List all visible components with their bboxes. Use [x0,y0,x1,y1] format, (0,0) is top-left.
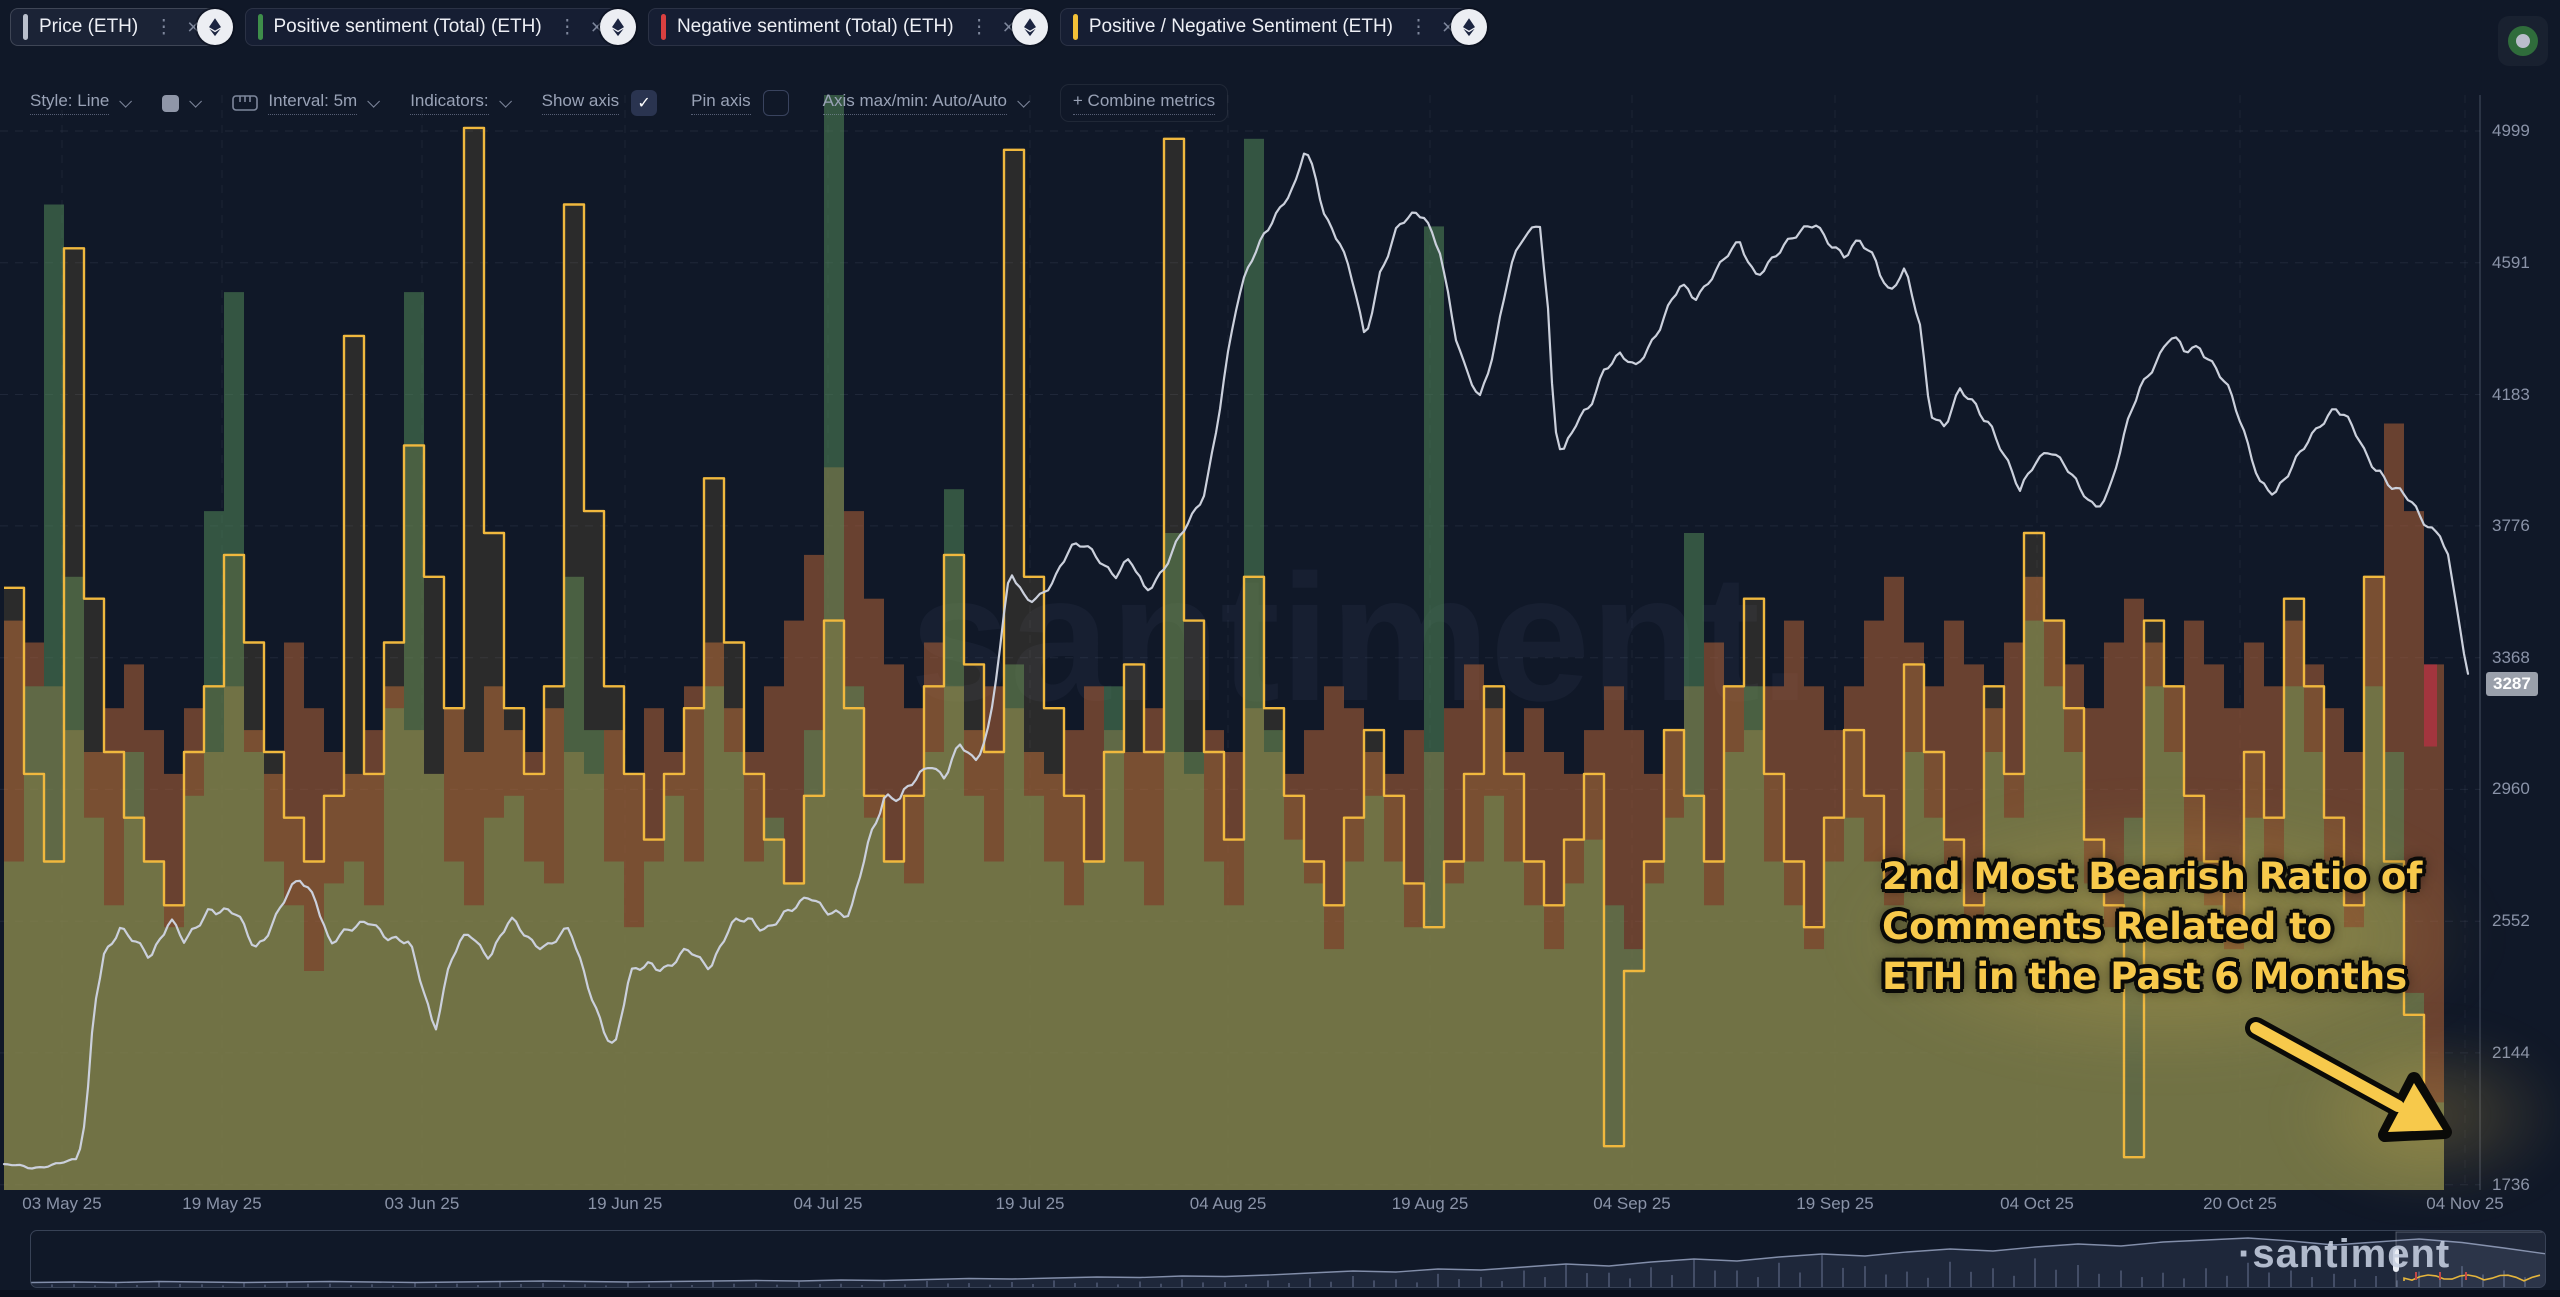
chart-toolbar: Style: Line Interval: 5m Indicators: Sho… [30,84,1262,122]
annotation-line-2: Comments Related to [1882,905,2333,948]
tab-accent-bar [257,14,263,40]
axis-maxmin-dropdown[interactable]: Axis max/min: Auto/Auto [822,91,1030,115]
x-axis-tick-label: 19 Sep 25 [1796,1194,1874,1213]
y-axis-tick-label: 3368 [2492,647,2530,667]
tab-label: Negative sentiment (Total) (ETH) [676,16,954,37]
ratio-step-area [4,127,2444,1190]
tab-label: Positive sentiment (Total) (ETH) [273,16,542,37]
y-axis-tick-label: 3776 [2492,515,2530,535]
x-axis-tick-label: 20 Oct 25 [2203,1194,2277,1213]
x-axis-tick-label: 04 Jul 25 [793,1194,863,1213]
x-axis-tick-label: 19 May 25 [182,1194,262,1213]
annotation-line-1: 2nd Most Bearish Ratio of [1882,855,2423,898]
indicators-dropdown[interactable]: Indicators: [410,91,512,115]
avatar-status-icon [2508,26,2538,56]
x-axis-tick-label: 19 Aug 25 [1391,1194,1469,1213]
close-icon[interactable]: × [590,15,603,39]
x-axis-tick-label: 19 Jul 25 [995,1194,1065,1213]
indicators-label: Indicators: [410,91,489,115]
interval-dropdown[interactable]: Interval: 5m [232,91,381,115]
x-axis-tick-label: 04 Nov 25 [2426,1194,2504,1213]
eth-badge-icon [196,9,233,45]
close-icon[interactable]: × [187,15,200,39]
latest-negative-bar-highlight [2424,664,2437,747]
metric-tab-bar: Price (ETH) ⋮ × Positive sentiment (Total) … [10,8,1499,46]
show-axis-control: Show axis ✓ [541,90,658,116]
combine-metrics-label: + Combine metrics [1072,91,1216,115]
scrubber-left-handle [2393,1248,2399,1272]
x-axis-tick-label: 03 Jun 25 [384,1194,460,1213]
x-axis-tick-label: 19 Jun 25 [587,1194,663,1213]
style-label: Style: Line [30,91,110,115]
pin-axis-label: Pin axis [691,91,751,115]
close-icon[interactable]: × [1442,15,1455,39]
y-axis-tick-label: 2552 [2492,911,2530,931]
x-axis-tick-label: 04 Aug 25 [1189,1194,1267,1213]
x-axis-tick-label: 04 Oct 25 [2000,1194,2074,1213]
tab-label: Positive / Negative Sentiment (ETH) [1088,16,1393,37]
axis-maxmin-label: Axis max/min: Auto/Auto [822,91,1007,115]
y-axis-tick-label: 4999 [2492,121,2530,140]
chevron-down-icon [119,94,133,108]
timeline-scrubber[interactable] [30,1230,2546,1288]
tab-accent-bar [23,14,28,40]
chevron-down-icon [367,94,381,108]
tab-accent-bar [660,14,666,40]
y-axis-tick-label: 4591 [2492,252,2530,272]
eth-badge-icon [599,9,636,45]
show-axis-label: Show axis [541,91,620,115]
kebab-menu-icon[interactable]: ⋮ [154,16,174,38]
y-axis-tick-label: 2960 [2492,779,2530,799]
account-status-button[interactable] [2498,16,2548,66]
x-axis-tick-label: 03 May 25 [22,1194,102,1213]
annotation-text: 2nd Most Bearish Ratio of Comments Relat… [1882,852,2422,1002]
santiment-logo: ·santiment [2238,1232,2451,1276]
price-line [2,152,2470,1170]
check-icon: ✓ [637,95,651,112]
chevron-down-icon [498,94,512,108]
y-axis-tick-label: 1736 [2492,1174,2530,1194]
kebab-menu-icon[interactable]: ⋮ [1409,16,1428,38]
close-icon[interactable]: × [1002,15,1015,39]
kebab-menu-icon[interactable]: ⋮ [969,16,989,38]
x-axis-tick-label: 04 Sep 25 [1593,1194,1671,1213]
annotation-line-3: ETH in the Past 6 Months [1882,955,2408,998]
bottom-strip [0,1290,2560,1297]
metric-tab-4[interactable]: Positive / Negative Sentiment (ETH) ⋮ × [1059,8,1488,46]
chevron-down-icon [189,94,203,108]
interval-label: Interval: 5m [268,91,358,115]
svg-text:santiment.: santiment. [910,538,1810,739]
chevron-down-icon [1017,94,1030,108]
current-price-tag: 3287 [2486,671,2538,696]
tab-label: Price (ETH) [39,16,139,37]
pin-axis-control: Pin axis [691,90,789,116]
style-dropdown[interactable]: Style: Line [30,91,133,115]
metric-tab-3[interactable]: Negative sentiment (Total) (ETH) ⋮ × [647,8,1048,46]
timeline-scrubber-canvas [31,1231,2545,1287]
eth-badge-icon [1011,9,1048,45]
eth-badge-icon [1451,9,1488,45]
y-axis-tick-label: 4183 [2492,384,2530,404]
pin-axis-checkbox[interactable] [762,90,789,116]
color-swatch-dropdown[interactable] [162,94,203,112]
tab-accent-bar [1072,14,1078,40]
ratio-step-line [4,126,2444,1159]
ruler-icon [232,95,259,111]
y-axis-tick-label: 2144 [2492,1042,2530,1062]
color-swatch [162,94,180,112]
metric-tab-1[interactable]: Price (ETH) ⋮ × [10,8,233,46]
show-axis-checkbox[interactable]: ✓ [631,90,658,116]
kebab-menu-icon[interactable]: ⋮ [557,16,577,38]
combine-metrics-button[interactable]: + Combine metrics [1059,84,1229,122]
metric-tab-2[interactable]: Positive sentiment (Total) (ETH) ⋮ × [244,8,636,46]
